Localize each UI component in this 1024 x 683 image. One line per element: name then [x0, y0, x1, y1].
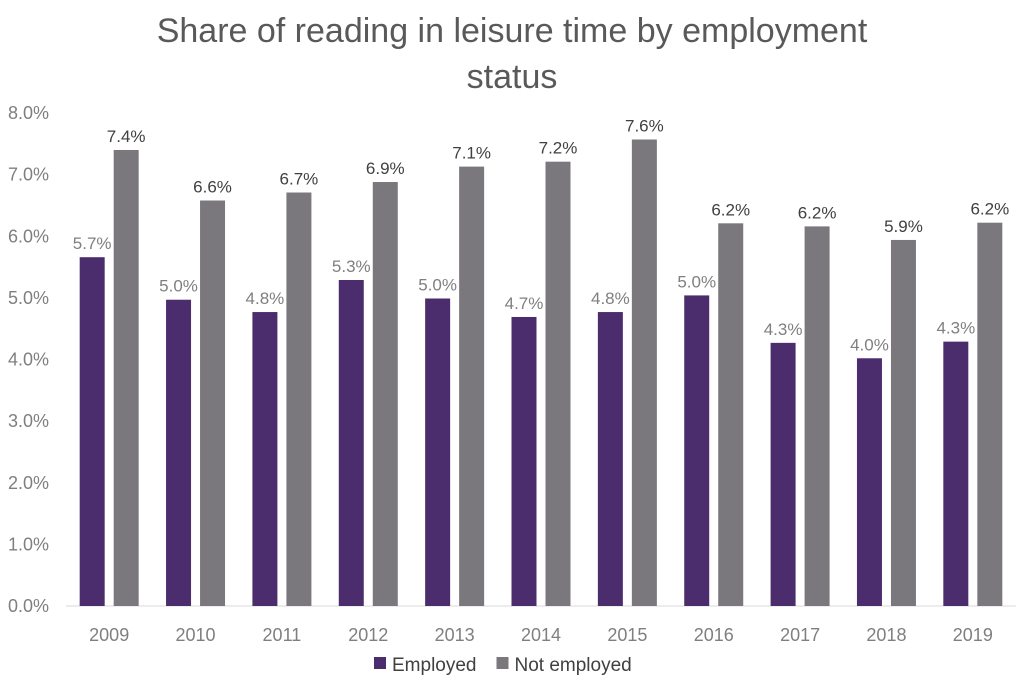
y-tick-label: 1.0%	[8, 534, 49, 554]
legend-swatch	[496, 657, 509, 669]
bar-employed	[856, 358, 882, 606]
data-label: 7.4%	[107, 127, 146, 146]
data-label: 5.0%	[677, 272, 716, 291]
bar-employed	[252, 312, 278, 606]
bar-not-employed	[286, 192, 312, 606]
data-label: 4.8%	[591, 289, 630, 308]
x-tick-label: 2010	[176, 625, 216, 645]
data-label: 6.2%	[970, 200, 1009, 219]
bar-not-employed	[459, 166, 485, 606]
x-tick-label: 2015	[607, 625, 647, 645]
bar-not-employed	[890, 239, 916, 606]
bar-employed	[684, 295, 710, 606]
x-tick-label: 2017	[780, 625, 820, 645]
y-tick-label: 4.0%	[8, 350, 49, 370]
data-label: 6.9%	[366, 159, 405, 178]
data-label: 5.9%	[884, 217, 923, 236]
y-tick-label: 5.0%	[8, 288, 49, 308]
chart-title-line-1: Share of reading in leisure time by empl…	[157, 12, 868, 50]
data-label: 6.6%	[193, 178, 232, 197]
data-label: 6.2%	[711, 200, 750, 219]
bar-not-employed	[200, 200, 226, 606]
x-tick-label: 2019	[953, 625, 993, 645]
legend: Employed Not employed	[374, 655, 632, 676]
legend-label: Employed	[392, 655, 477, 676]
data-label: 5.3%	[332, 257, 371, 276]
x-tick-label: 2014	[521, 625, 561, 645]
data-label: 4.8%	[246, 289, 285, 308]
y-tick-label: 2.0%	[8, 473, 49, 493]
bar-not-employed	[631, 139, 657, 606]
x-tick-label: 2011	[263, 625, 302, 645]
data-label: 7.1%	[452, 144, 491, 163]
bars-group: 5.7% 7.4% 5.0% 6.6% 4.8% 6.7% 5.3% 6.9% 5.0% 7.1%…	[73, 116, 1009, 606]
x-axis: 2009 2010 2011 2012 2013 2014 2015 2016 2017 2018…	[89, 625, 993, 645]
data-label: 6.7%	[280, 169, 319, 188]
bar-not-employed	[718, 223, 744, 606]
y-tick-label: 0.0%	[8, 596, 49, 616]
data-label: 7.2%	[539, 139, 578, 158]
data-label: 4.0%	[850, 335, 889, 354]
data-label: 4.3%	[764, 320, 803, 339]
bar-employed	[770, 342, 796, 606]
bar-employed	[338, 280, 364, 606]
y-tick-label: 3.0%	[8, 411, 49, 431]
data-label: 4.3%	[936, 319, 975, 338]
data-label: 5.0%	[418, 275, 457, 294]
bar-not-employed	[545, 161, 571, 606]
x-tick-label: 2016	[694, 625, 734, 645]
legend-swatch	[374, 657, 386, 669]
bar-employed	[511, 316, 537, 606]
data-label: 5.0%	[159, 277, 198, 296]
y-axis: 0.0% 1.0% 2.0% 3.0% 4.0% 5.0% 6.0% 7.0% 8.0%	[8, 103, 49, 616]
x-tick-label: 2012	[348, 625, 388, 645]
x-tick-label: 2009	[89, 625, 129, 645]
y-tick-label: 7.0%	[8, 165, 49, 185]
data-label: 7.6%	[625, 116, 664, 135]
bar-not-employed	[977, 222, 1003, 606]
x-tick-label: 2018	[866, 625, 906, 645]
bar-not-employed	[804, 226, 830, 606]
bar-employed	[425, 298, 451, 606]
bar-employed	[166, 299, 192, 606]
bar-not-employed	[113, 149, 139, 606]
data-label: 5.7%	[73, 234, 112, 253]
data-label: 4.7%	[505, 294, 544, 313]
legend-label: Not employed	[515, 655, 632, 676]
chart-title-line-2: status	[467, 58, 558, 96]
y-tick-label: 8.0%	[8, 103, 49, 123]
y-tick-label: 6.0%	[8, 226, 49, 246]
bar-employed	[597, 312, 623, 606]
bar-employed	[79, 257, 105, 606]
x-tick-label: 2013	[435, 625, 475, 645]
data-label: 6.2%	[798, 203, 837, 222]
bar-employed	[943, 341, 969, 606]
bar-not-employed	[372, 182, 398, 606]
